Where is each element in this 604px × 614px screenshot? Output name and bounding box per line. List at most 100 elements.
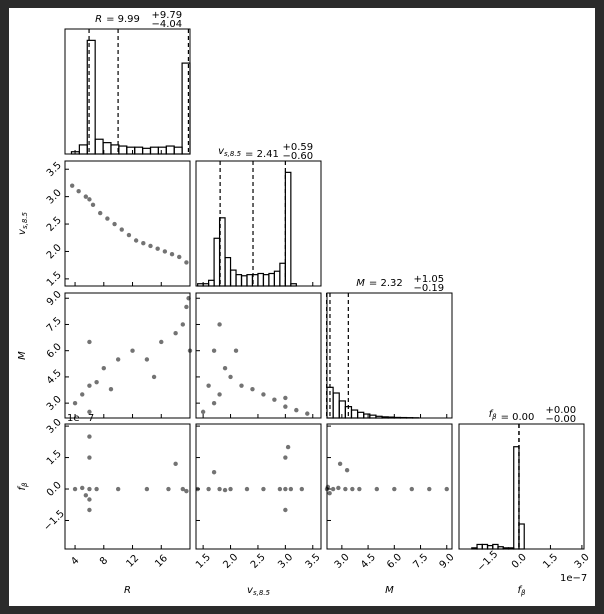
sample-point xyxy=(180,322,186,327)
sample-point xyxy=(305,411,310,416)
sample-point xyxy=(87,497,92,502)
sample-point xyxy=(343,486,348,492)
y-axis-label: fβ xyxy=(17,482,29,491)
sample-point xyxy=(211,348,217,353)
histogram-bin xyxy=(387,416,395,419)
title-lower: −0.60 xyxy=(283,151,314,162)
sample-point xyxy=(222,365,228,371)
sample-point xyxy=(186,296,191,301)
sample-point xyxy=(200,409,206,415)
sample-point xyxy=(350,486,355,492)
sample-point xyxy=(285,444,291,450)
sample-point xyxy=(330,486,336,492)
sample-point xyxy=(325,484,331,490)
sample-point xyxy=(211,470,217,475)
sample-point xyxy=(283,486,288,492)
sample-point xyxy=(217,322,222,327)
title-lower: −0.00 xyxy=(546,414,577,425)
figure-background xyxy=(9,8,595,606)
title-lower: −0.19 xyxy=(414,283,445,294)
symbol: v xyxy=(17,228,28,235)
subscript: s,8.5 xyxy=(224,150,242,158)
sample-point xyxy=(101,365,106,371)
sample-point xyxy=(277,486,283,492)
sample-point xyxy=(206,383,211,388)
sample-point xyxy=(283,404,288,409)
sample-point xyxy=(217,392,222,397)
sample-point xyxy=(173,331,178,336)
sample-point xyxy=(126,232,132,238)
symbol: M xyxy=(17,351,28,360)
panel-frame xyxy=(64,423,191,550)
sample-point xyxy=(83,194,89,199)
panel-title: R = 9.99 xyxy=(95,14,140,25)
sample-point xyxy=(148,243,153,249)
symbol: R xyxy=(124,585,131,596)
sample-point xyxy=(69,183,75,188)
title-value: = 2.32 xyxy=(369,278,403,289)
sample-point xyxy=(409,486,414,492)
sample-point xyxy=(187,348,193,353)
title-upper: +9.79 xyxy=(152,10,183,21)
sample-point xyxy=(162,249,168,254)
sample-point xyxy=(133,238,139,243)
sample-point xyxy=(115,486,121,492)
sample-point xyxy=(299,486,305,492)
sample-point xyxy=(159,339,164,345)
x-axis-label: vs,8.5 xyxy=(247,585,270,597)
symbol: f xyxy=(489,409,494,420)
sample-point xyxy=(184,260,189,265)
sample-point xyxy=(112,221,117,227)
sample-point xyxy=(180,486,186,492)
x-axis-label: R xyxy=(124,585,131,596)
symbol: v xyxy=(218,146,225,157)
sample-point xyxy=(76,188,81,194)
histogram-bin xyxy=(471,547,478,550)
sample-point xyxy=(211,400,217,406)
sample-point xyxy=(336,485,341,491)
sample-point xyxy=(244,486,250,492)
sample-point xyxy=(233,348,239,353)
symbol: R xyxy=(95,14,102,25)
sample-point xyxy=(108,386,114,392)
panel-title: vs,8.5 = 2.41 xyxy=(218,146,279,160)
symbol: M xyxy=(356,278,365,289)
x-axis-label: M xyxy=(385,585,394,596)
histogram-bin xyxy=(502,547,510,550)
histogram-bin xyxy=(393,416,402,419)
sample-point xyxy=(272,397,277,402)
sample-point xyxy=(261,392,266,397)
sample-point xyxy=(261,486,266,492)
offset-label: 1e−7 xyxy=(560,573,587,584)
subscript: β xyxy=(521,589,526,597)
subscript: β xyxy=(21,482,29,487)
histogram-bin xyxy=(218,217,226,287)
sample-point xyxy=(184,488,189,494)
sample-point xyxy=(327,491,332,496)
panel-frame xyxy=(64,292,191,419)
title-value: = 2.41 xyxy=(245,149,279,160)
sample-point xyxy=(222,487,228,493)
symbol: f xyxy=(17,486,28,491)
histogram-bin xyxy=(181,62,191,155)
sample-point xyxy=(337,461,343,467)
sample-point xyxy=(80,485,85,491)
sample-point xyxy=(87,434,92,439)
subscript: β xyxy=(492,413,497,421)
panel-frame xyxy=(195,292,322,419)
histogram-bin xyxy=(381,416,389,419)
panel-frame xyxy=(64,160,191,287)
sample-point xyxy=(288,486,294,492)
sample-point xyxy=(169,252,175,257)
sample-point xyxy=(115,357,121,362)
sample-point xyxy=(155,246,160,251)
sample-point xyxy=(283,395,288,401)
symbol: v xyxy=(247,585,254,596)
subscript: s,8.5 xyxy=(21,211,29,229)
sample-point xyxy=(427,486,432,492)
title-value: = 9.99 xyxy=(106,14,140,25)
histogram-bin xyxy=(284,171,292,287)
sample-point xyxy=(294,407,299,413)
panel-title: M = 2.32 xyxy=(356,278,402,289)
